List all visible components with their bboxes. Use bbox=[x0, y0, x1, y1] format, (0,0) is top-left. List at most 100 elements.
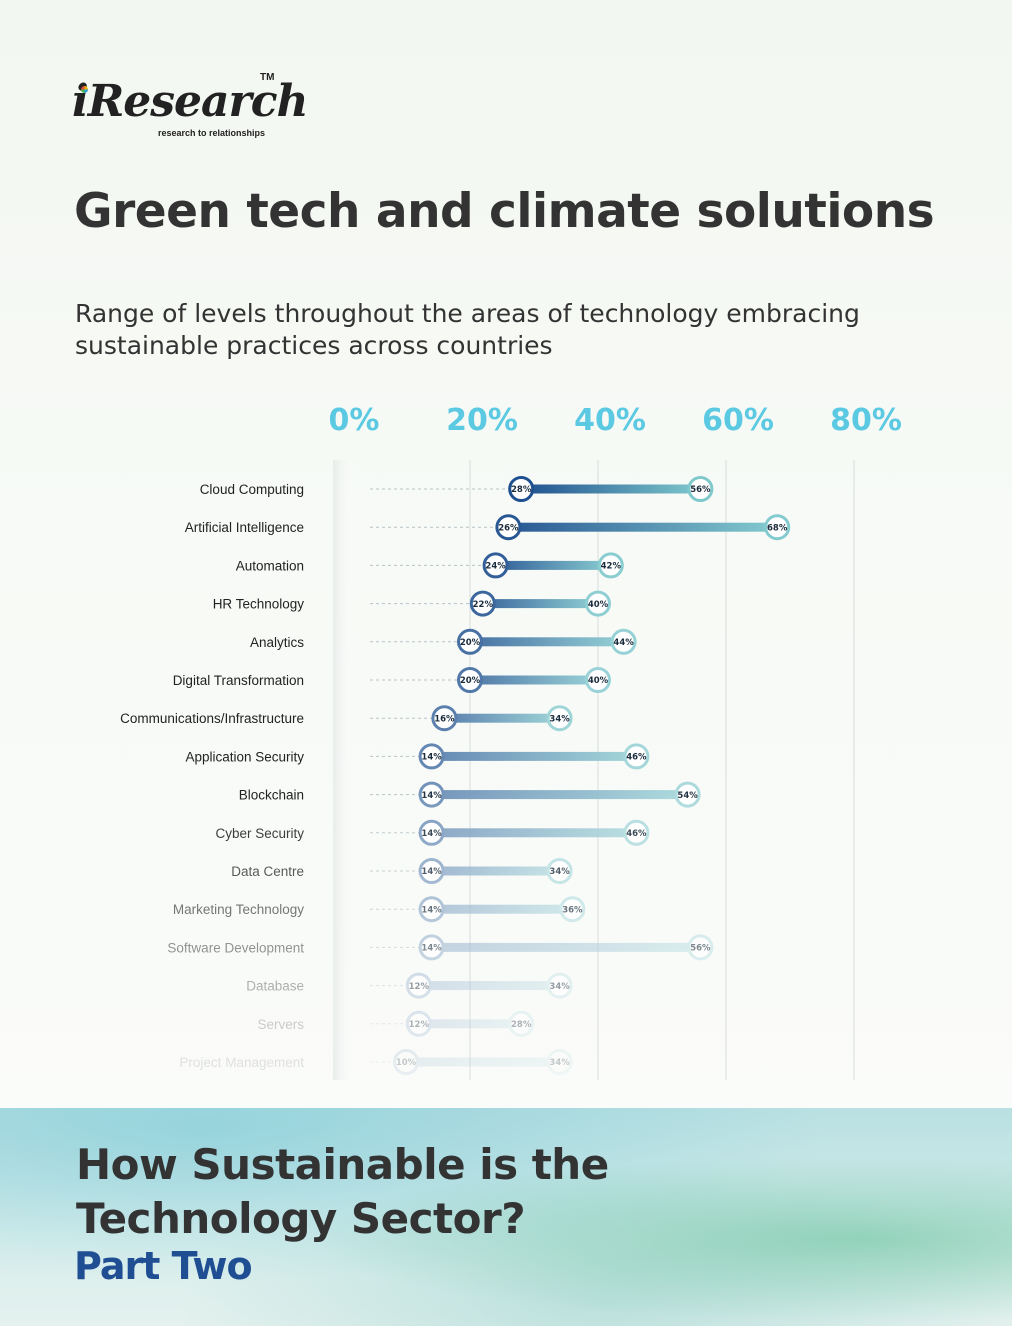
range-bar bbox=[418, 1019, 522, 1029]
category-label: HR Technology bbox=[213, 597, 305, 612]
report-title: How Sustainable is the Technology Sector… bbox=[76, 1138, 609, 1246]
low-value-label: 14% bbox=[421, 905, 442, 915]
category-label: Software Development bbox=[167, 940, 304, 955]
logo-trademark: TM bbox=[260, 72, 275, 83]
range-bar bbox=[431, 828, 637, 838]
low-value-marker bbox=[482, 552, 509, 579]
high-value-marker bbox=[546, 705, 573, 732]
report-title-line2: Technology Sector? bbox=[76, 1194, 526, 1243]
high-value-label: 44% bbox=[613, 638, 634, 648]
category-label: Cloud Computing bbox=[200, 482, 304, 497]
high-value-marker bbox=[674, 781, 701, 808]
high-value-label: 54% bbox=[677, 791, 698, 801]
logo-wordmark: iResearch bbox=[72, 76, 309, 127]
range-bar bbox=[482, 599, 598, 609]
high-value-marker bbox=[546, 858, 573, 884]
low-value-label: 24% bbox=[485, 562, 506, 572]
range-bar bbox=[470, 637, 624, 647]
low-value-label: 14% bbox=[421, 944, 442, 954]
category-label: Communications/Infrastructure bbox=[120, 711, 304, 726]
low-value-label: 12% bbox=[409, 982, 430, 992]
category-label: Application Security bbox=[185, 749, 304, 764]
high-value-label: 56% bbox=[690, 944, 711, 954]
low-value-marker bbox=[405, 1010, 432, 1037]
x-tick-label: 20% bbox=[446, 403, 518, 438]
report-title-line1: How Sustainable is the bbox=[76, 1140, 609, 1189]
footer-banner bbox=[0, 1108, 1012, 1326]
axis-shadow bbox=[333, 460, 355, 1080]
category-label: Cyber Security bbox=[215, 826, 304, 841]
low-value-marker bbox=[508, 476, 535, 502]
high-value-marker bbox=[585, 667, 611, 693]
low-value-label: 20% bbox=[460, 638, 481, 648]
low-value-label: 14% bbox=[421, 791, 442, 801]
high-value-marker bbox=[610, 628, 637, 655]
low-value-marker bbox=[405, 972, 432, 999]
low-value-marker bbox=[431, 705, 458, 732]
page-title: Green tech and climate solutions bbox=[74, 184, 935, 239]
category-label: Servers bbox=[257, 1017, 304, 1032]
range-bar bbox=[418, 981, 560, 991]
high-value-label: 56% bbox=[690, 485, 711, 495]
range-bar bbox=[508, 522, 778, 532]
low-value-label: 20% bbox=[460, 676, 481, 686]
low-value-label: 12% bbox=[409, 1020, 430, 1030]
dumbbell-chart: 0% 20% 40% 60% 80% Cloud Computing Artificial… bbox=[120, 403, 902, 1080]
low-value-marker bbox=[418, 896, 445, 923]
category-label: Blockchain bbox=[239, 788, 304, 803]
logo-tagline: research to relationships bbox=[158, 128, 266, 138]
high-value-label: 28% bbox=[511, 1020, 532, 1030]
low-value-marker bbox=[418, 819, 445, 846]
iresearch-logo: iResearch TM research to relationships bbox=[72, 72, 309, 142]
high-value-label: 34% bbox=[549, 1058, 570, 1068]
low-value-label: 14% bbox=[421, 829, 442, 839]
logo-color-dot-icon bbox=[81, 86, 88, 93]
high-value-marker bbox=[687, 934, 714, 961]
high-value-label: 34% bbox=[549, 714, 570, 724]
range-bar bbox=[431, 904, 573, 914]
high-value-marker bbox=[764, 514, 791, 541]
low-value-marker bbox=[418, 934, 445, 961]
x-tick-label: 0% bbox=[329, 403, 380, 438]
low-value-marker bbox=[457, 628, 483, 655]
x-tick-label: 80% bbox=[830, 403, 902, 438]
high-value-label: 34% bbox=[549, 982, 570, 992]
high-value-label: 46% bbox=[626, 829, 647, 839]
low-value-marker bbox=[393, 1049, 419, 1075]
high-value-marker bbox=[623, 819, 650, 846]
report-part-label: Part Two bbox=[74, 1244, 253, 1288]
x-tick-label: 60% bbox=[702, 403, 774, 438]
low-value-label: 10% bbox=[396, 1058, 417, 1068]
high-value-label: 36% bbox=[562, 905, 583, 915]
low-value-label: 14% bbox=[421, 753, 442, 763]
chart-subtitle: Range of levels throughout the areas of … bbox=[75, 299, 860, 360]
high-value-label: 40% bbox=[588, 600, 609, 610]
high-value-marker bbox=[546, 972, 573, 999]
range-bar bbox=[444, 713, 560, 723]
low-value-label: 16% bbox=[434, 714, 455, 724]
high-value-marker bbox=[559, 896, 586, 923]
range-bar bbox=[431, 866, 560, 876]
category-label: Marketing Technology bbox=[173, 902, 304, 917]
high-value-label: 46% bbox=[626, 753, 647, 763]
category-label: Digital Transformation bbox=[173, 673, 304, 688]
high-value-marker bbox=[597, 552, 624, 579]
range-bar bbox=[495, 560, 611, 570]
category-label: Automation bbox=[236, 558, 304, 573]
low-value-label: 26% bbox=[498, 523, 519, 533]
category-label: Analytics bbox=[250, 635, 304, 650]
low-value-marker bbox=[418, 781, 445, 808]
high-value-label: 68% bbox=[767, 523, 788, 533]
category-label: Data Centre bbox=[231, 864, 304, 879]
high-value-marker bbox=[546, 1049, 573, 1075]
high-value-marker bbox=[508, 1010, 535, 1037]
high-value-label: 40% bbox=[588, 676, 609, 686]
category-label: Artificial Intelligence bbox=[185, 520, 304, 535]
low-value-label: 28% bbox=[511, 485, 532, 495]
low-value-marker bbox=[469, 590, 496, 617]
high-value-marker bbox=[623, 743, 650, 770]
low-value-label: 22% bbox=[473, 600, 494, 610]
category-label: Project Management bbox=[179, 1055, 304, 1070]
low-value-marker bbox=[418, 743, 445, 770]
high-value-marker bbox=[687, 476, 714, 502]
